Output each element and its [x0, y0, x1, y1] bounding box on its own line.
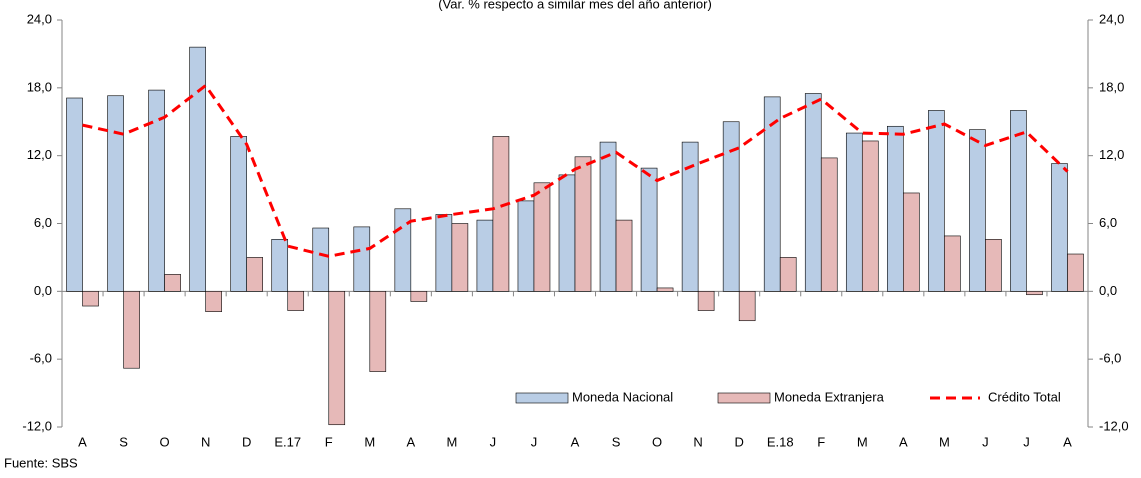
bar [410, 291, 428, 302]
bar [928, 110, 945, 292]
bar [246, 257, 263, 292]
bar [861, 140, 879, 292]
y2-tick-label: 24,0 [1099, 11, 1124, 26]
bar [66, 97, 83, 292]
bar [189, 46, 206, 292]
x-tick-label: M [939, 434, 950, 449]
bar [820, 157, 838, 292]
bar [328, 291, 346, 426]
bar [271, 239, 289, 292]
bar [435, 214, 453, 292]
x-tick-label: O [160, 434, 170, 449]
bar [1051, 163, 1068, 292]
x-tick-label: E.17 [274, 434, 301, 449]
x-tick-label: F [325, 434, 333, 449]
y-tick-label: 18,0 [27, 79, 52, 94]
bar [903, 192, 920, 292]
x-tick-label: S [612, 434, 621, 449]
y-tick-label: 0,0 [34, 283, 52, 298]
bar [1067, 253, 1084, 292]
bar [763, 96, 781, 292]
bar [845, 132, 863, 292]
x-tick-label: A [78, 434, 87, 449]
y2-tick-label: 18,0 [1099, 79, 1124, 94]
x-tick-label: J [1023, 434, 1030, 449]
bar [148, 89, 165, 292]
bar [164, 274, 181, 292]
legend-label: Moneda Nacional [572, 389, 673, 404]
bar [82, 291, 99, 307]
x-tick-label: A [1063, 434, 1072, 449]
bar [492, 136, 510, 292]
x-tick-label: M [446, 434, 457, 449]
legend-label: Crédito Total [988, 389, 1061, 404]
x-tick-label: J [490, 434, 497, 449]
bar [123, 291, 140, 369]
x-tick-label: A [407, 434, 416, 449]
y-tick-label: 6,0 [34, 215, 52, 230]
legend-swatch [515, 392, 569, 404]
bar [574, 156, 592, 292]
x-tick-label: N [201, 434, 210, 449]
x-tick-label: A [899, 434, 908, 449]
bar [205, 291, 222, 312]
bar [738, 291, 756, 322]
bar [353, 226, 371, 292]
y2-tick-label: 12,0 [1099, 147, 1124, 162]
x-tick-label: S [119, 434, 128, 449]
x-tick-label: A [571, 434, 580, 449]
bar [944, 235, 961, 292]
bar [1026, 291, 1043, 296]
y2-tick-label: 0,0 [1099, 283, 1117, 298]
bar [985, 239, 1002, 292]
bar [697, 291, 715, 311]
bar [230, 136, 247, 292]
bar [312, 227, 330, 292]
bar [517, 200, 535, 292]
bar [779, 257, 797, 292]
bar [476, 219, 494, 292]
x-tick-label: J [982, 434, 989, 449]
x-tick-label: N [693, 434, 702, 449]
x-tick-label: J [531, 434, 538, 449]
y-tick-label: -6,0 [30, 351, 52, 366]
bar [887, 125, 904, 292]
bar [558, 174, 576, 292]
bar [615, 219, 633, 292]
y-tick-label: 24,0 [27, 11, 52, 26]
y2-tick-label: 6,0 [1099, 215, 1117, 230]
bar [804, 93, 822, 292]
bar [640, 167, 658, 292]
y-tick-label: 12,0 [27, 147, 52, 162]
bar [722, 121, 740, 292]
bar [451, 223, 469, 292]
legend-label: Moneda Extranjera [774, 389, 885, 404]
x-tick-label: F [817, 434, 825, 449]
x-tick-label: E.18 [767, 434, 794, 449]
x-tick-label: M [857, 434, 868, 449]
bar [599, 141, 617, 292]
x-tick-label: O [652, 434, 662, 449]
bar [1010, 110, 1027, 292]
bar [287, 291, 305, 311]
bar [369, 291, 387, 372]
source: Fuente: SBS [4, 455, 78, 470]
x-tick-label: D [734, 434, 743, 449]
line-series [82, 83, 1069, 258]
x-tick-label: D [242, 434, 251, 449]
chart-subtitle: (Var. % respecto a similar mes del año a… [438, 0, 712, 11]
legend-swatch [717, 392, 771, 404]
y-tick-label: -12,0 [22, 418, 52, 433]
y2-tick-label: -6,0 [1099, 351, 1121, 366]
bar [107, 95, 124, 292]
y2-tick-label: -12,0 [1099, 418, 1129, 433]
bar [969, 129, 986, 292]
bar [681, 141, 699, 292]
bar [656, 287, 674, 292]
x-tick-label: M [364, 434, 375, 449]
bar [533, 182, 551, 292]
